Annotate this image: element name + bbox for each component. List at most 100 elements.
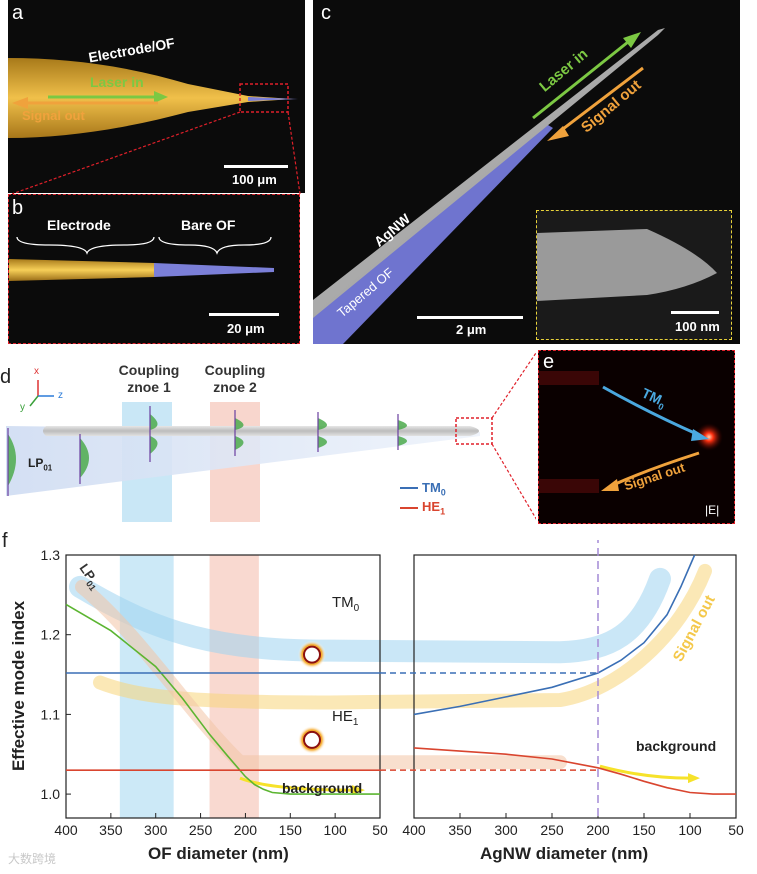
panel-e-label: e <box>543 351 555 373</box>
panel-a-label: a <box>12 2 24 24</box>
electrode-segment <box>9 259 154 281</box>
inset-zoom: 100 nm <box>536 210 732 340</box>
zoom-connector-bottom <box>491 443 536 520</box>
scale-bar <box>209 313 279 316</box>
agnw-tip <box>537 229 717 301</box>
axis-z-label: z <box>58 390 63 401</box>
y-tick-label: 1.0 <box>41 786 61 802</box>
signal-out-label: Signal out <box>22 108 85 123</box>
he1-icon <box>303 730 321 749</box>
panel-d-image <box>6 351 536 522</box>
panel-f-label: f <box>2 530 8 552</box>
field-label: |E| <box>705 503 720 517</box>
x-axis-label-right: AgNW diameter (nm) <box>480 844 649 863</box>
right-x-tick-label: 400 <box>402 822 426 838</box>
mode-profile-1 <box>149 406 158 462</box>
left-x-tick-label: 350 <box>99 822 123 838</box>
signal-arrow <box>558 66 644 134</box>
scale-label: 100 μm <box>232 172 277 187</box>
left-series-lp01 <box>65 603 380 795</box>
signal-arrow <box>612 451 700 487</box>
panel-f-chart: 1.0 1.1 1.2 1.3 400 350 300 250 200 150 100 50 400 35… <box>41 540 744 838</box>
left-x-tick-label: 50 <box>372 822 388 838</box>
panel-c: c Laser in Signal out AgNW Tapered OF 2 … <box>313 0 740 344</box>
panel-e-image <box>539 371 723 493</box>
bare-fiber-tip <box>248 97 298 101</box>
background-arrow-left-head <box>352 785 365 796</box>
right-series-tm0 <box>413 554 696 716</box>
coupling-zone-2-band <box>209 555 259 818</box>
panel-a-image <box>8 58 298 138</box>
left-x-tick-label: 300 <box>144 822 168 838</box>
legend-he1: HE1 <box>422 499 446 517</box>
panel-c-image <box>313 28 665 344</box>
field-band-top <box>539 371 599 385</box>
bare-of-brace <box>158 236 272 255</box>
background-arrow-left <box>239 776 356 792</box>
signal-arrow-head <box>12 97 28 109</box>
panel-d: d x z y Coupling znoe 1 Coupling znoe 2 LP… <box>0 346 536 522</box>
left-x-tick-label: 100 <box>323 822 347 838</box>
right-x-tick-label: 300 <box>494 822 518 838</box>
zoom-connectors <box>11 111 301 195</box>
inset-scale-bar <box>671 311 719 314</box>
tm0-annotation: TM0 <box>332 594 360 614</box>
field-hotspot <box>695 423 723 451</box>
y-tick-label: 1.3 <box>41 547 61 563</box>
panel-b-label: b <box>12 197 24 219</box>
right-x-tick-label: 50 <box>728 822 744 838</box>
electrode-brace <box>16 236 155 255</box>
coupling-zone-1-label: Coupling znoe 1 <box>118 362 180 395</box>
signal-guide <box>93 563 712 710</box>
lp01-profile <box>8 434 16 486</box>
scale-bar <box>224 165 288 168</box>
panel-a: a Electrode/OF Laser in Signal out 100 μ… <box>8 0 305 193</box>
tapered-fiber <box>6 426 480 496</box>
right-x-tick-label: 100 <box>678 822 702 838</box>
bare-of-segment <box>154 263 274 277</box>
mode-profile-2 <box>234 410 244 456</box>
background-label-left: background <box>282 780 363 796</box>
y-tick-label: 1.2 <box>41 627 61 643</box>
axes-icon <box>29 380 54 407</box>
signal-arrow-head <box>547 126 569 141</box>
zoom-box <box>455 417 493 445</box>
axis-y-label: y <box>20 402 25 413</box>
signal-arrow-head <box>601 479 619 491</box>
tm0-icon <box>303 645 321 664</box>
tm0-arrow <box>602 385 700 437</box>
panel-c-label: c <box>321 2 331 24</box>
right-plot-frame <box>413 554 737 819</box>
field-band-bottom <box>539 479 599 493</box>
zoom-box <box>239 83 289 113</box>
panel-b-image <box>9 236 274 281</box>
scale-label: 2 μm <box>456 322 487 337</box>
panel-d-label: d <box>0 366 12 388</box>
laser-arrow-head <box>623 32 641 48</box>
right-x-tick-label: 200 <box>586 822 610 838</box>
scale-label: 20 μm <box>227 321 265 336</box>
zoom-connector-top <box>491 351 536 419</box>
axis-x-label: x <box>34 366 39 377</box>
laser-arrow <box>532 40 629 120</box>
mode-profile-3 <box>317 412 327 452</box>
watermark: 大数跨境 <box>8 852 57 866</box>
left-plot-frame <box>65 554 381 819</box>
tapered-of <box>313 122 553 344</box>
he-guide <box>75 579 567 770</box>
right-x-tick-label: 250 <box>540 822 564 838</box>
x-axis-label-left: OF diameter (nm) <box>148 844 289 863</box>
mode-profile-a <box>80 438 89 478</box>
bare-of-label: Bare OF <box>181 217 236 233</box>
coupling-zone-2-label: Coupling znoe 2 <box>204 362 266 395</box>
left-x-tick-label: 250 <box>189 822 213 838</box>
left-x-tick-label: 200 <box>234 822 258 838</box>
right-series-he1 <box>413 747 736 795</box>
background-arrow-right <box>599 764 691 780</box>
scale-bar <box>417 316 523 319</box>
right-x-tick-label: 150 <box>632 822 656 838</box>
y-axis-label: Effective mode index <box>9 600 28 772</box>
agnw-wire <box>43 426 479 436</box>
right-x-tick-label: 350 <box>448 822 472 838</box>
laser-in-label: Laser in <box>90 74 144 90</box>
